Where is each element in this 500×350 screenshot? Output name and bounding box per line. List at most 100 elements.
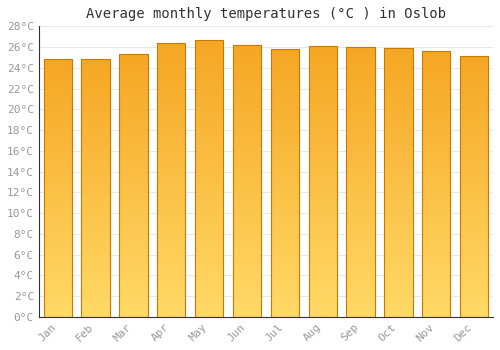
Bar — [157, 147, 186, 150]
Bar — [384, 196, 412, 198]
Bar — [346, 152, 375, 155]
Bar — [308, 141, 337, 144]
Bar — [44, 240, 72, 242]
Bar — [233, 170, 261, 173]
Bar — [233, 252, 261, 254]
Bar — [44, 142, 72, 145]
Bar — [346, 279, 375, 282]
Bar — [308, 70, 337, 73]
Bar — [233, 257, 261, 260]
Bar — [82, 60, 110, 62]
Bar — [157, 259, 186, 262]
Bar — [44, 211, 72, 214]
Bar — [157, 163, 186, 166]
Bar — [157, 221, 186, 224]
Bar — [119, 162, 148, 164]
Bar — [82, 309, 110, 312]
Bar — [82, 180, 110, 183]
Bar — [233, 86, 261, 89]
Bar — [308, 271, 337, 273]
Bar — [460, 88, 488, 90]
Bar — [384, 80, 412, 83]
Bar — [384, 244, 412, 247]
Bar — [270, 231, 299, 234]
Bar — [119, 178, 148, 180]
Bar — [270, 132, 299, 135]
Bar — [460, 306, 488, 309]
Bar — [82, 291, 110, 294]
Bar — [308, 157, 337, 160]
Bar — [346, 255, 375, 258]
Bar — [422, 88, 450, 91]
Bar — [460, 158, 488, 161]
Bar — [460, 96, 488, 98]
Bar — [270, 49, 299, 52]
Bar — [82, 108, 110, 111]
Bar — [346, 90, 375, 93]
Bar — [195, 101, 224, 104]
Bar — [157, 100, 186, 103]
Bar — [195, 187, 224, 189]
Bar — [195, 225, 224, 228]
Bar — [44, 206, 72, 209]
Bar — [195, 140, 224, 142]
Bar — [157, 292, 186, 295]
Bar — [195, 201, 224, 203]
Bar — [44, 186, 72, 188]
Bar — [460, 155, 488, 158]
Bar — [195, 311, 224, 314]
Bar — [233, 303, 261, 306]
Bar — [346, 217, 375, 220]
Bar — [44, 170, 72, 173]
Bar — [308, 301, 337, 303]
Bar — [44, 157, 72, 160]
Bar — [195, 104, 224, 106]
Bar — [422, 136, 450, 139]
Bar — [119, 312, 148, 314]
Bar — [44, 286, 72, 288]
Bar — [119, 75, 148, 78]
Bar — [346, 114, 375, 117]
Bar — [346, 193, 375, 195]
Bar — [195, 48, 224, 51]
Bar — [157, 62, 186, 65]
Bar — [195, 56, 224, 59]
Bar — [119, 144, 148, 146]
Bar — [157, 133, 186, 136]
Bar — [384, 231, 412, 233]
Bar — [119, 299, 148, 301]
Bar — [308, 312, 337, 314]
Bar — [44, 90, 72, 93]
Bar — [233, 243, 261, 246]
Bar — [270, 154, 299, 156]
Bar — [384, 169, 412, 172]
Bar — [44, 132, 72, 134]
Bar — [270, 239, 299, 242]
Bar — [157, 78, 186, 81]
Bar — [119, 238, 148, 241]
Bar — [82, 193, 110, 196]
Bar — [157, 287, 186, 289]
Bar — [233, 162, 261, 164]
Bar — [346, 98, 375, 101]
Bar — [195, 286, 224, 289]
Bar — [384, 163, 412, 166]
Bar — [384, 198, 412, 201]
Bar — [233, 246, 261, 249]
Bar — [422, 179, 450, 181]
Bar — [233, 126, 261, 129]
Bar — [195, 173, 224, 175]
Bar — [460, 252, 488, 254]
Bar — [195, 259, 224, 261]
Bar — [308, 187, 337, 189]
Bar — [308, 122, 337, 125]
Bar — [460, 254, 488, 257]
Bar — [233, 99, 261, 102]
Bar — [195, 65, 224, 68]
Bar — [157, 218, 186, 221]
Bar — [44, 227, 72, 229]
Bar — [157, 150, 186, 153]
Bar — [346, 182, 375, 184]
Bar — [44, 165, 72, 168]
Bar — [119, 175, 148, 178]
